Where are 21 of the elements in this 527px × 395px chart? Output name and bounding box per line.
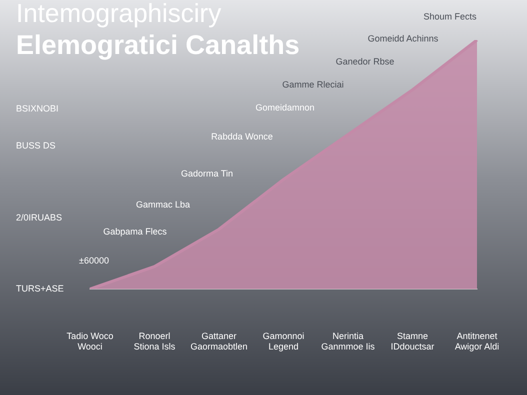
annotation: Gadorma Tin (180, 168, 234, 178)
x-tick-label: Nerintia Ganmmoe Iis (321, 330, 376, 352)
x-tick-label: Gattaner Gaormaobtlen (190, 330, 248, 352)
annotation: ±60000 (79, 255, 109, 266)
text: BSIXNOBI (16, 103, 59, 114)
x-tick-label: Stamne IDdouctsar (390, 330, 434, 352)
text: TURS+ASE (16, 283, 64, 294)
x-tick-label: Gamonnoi Legend (262, 330, 304, 352)
annotation: Ganedor Rbse (336, 56, 394, 66)
text: BUSS DS (16, 140, 56, 150)
annotation: Gomeidd Achinns (368, 33, 439, 44)
annotation: Gammac Lba (136, 199, 190, 210)
annotation: Rabdda Wonce (211, 131, 273, 142)
text: 2/0IRUABS (16, 212, 62, 222)
annotation: Gabpama Flecs (103, 226, 168, 236)
annotation: Gamme Rleciai (282, 79, 344, 90)
x-tick-label: Tadio Woco Wooci (66, 330, 114, 352)
annotation: Gomeidamnon (255, 102, 315, 112)
x-tick-label: Ronoerl Stiona Isls (134, 330, 176, 352)
text: Shoum Fects (423, 11, 478, 22)
x-tick-label: Antitnenet Awigor Aldi (454, 330, 500, 352)
